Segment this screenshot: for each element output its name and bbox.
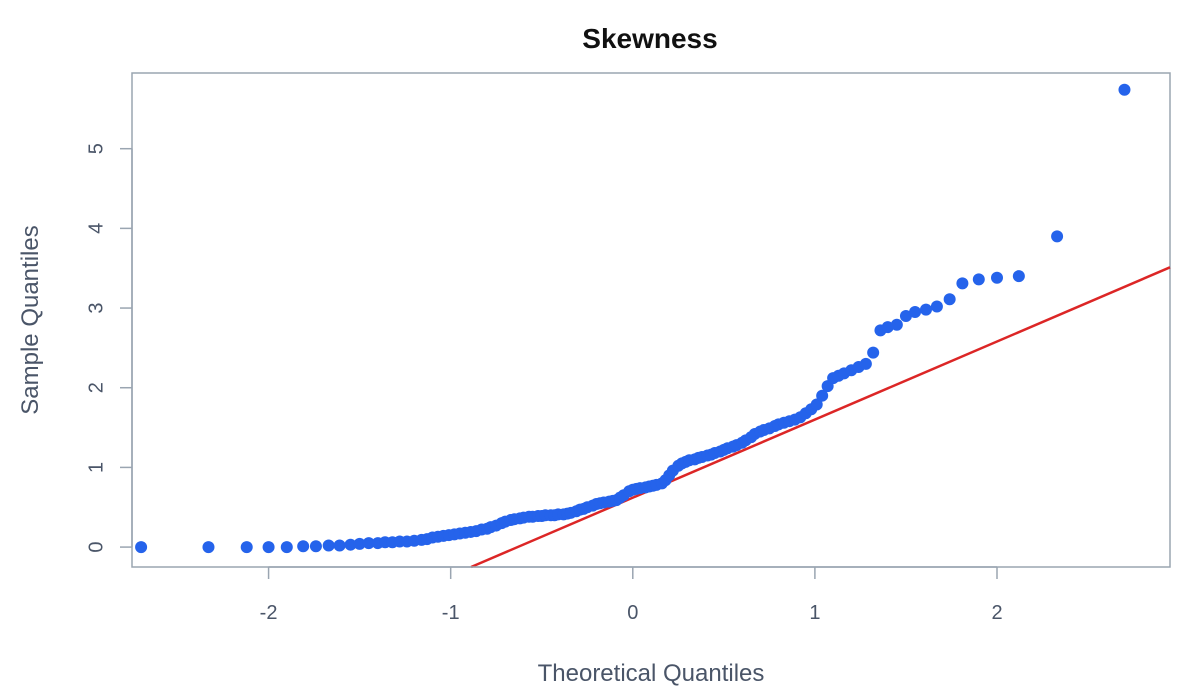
y-axis: 0 1 2 3 4 5 <box>85 143 133 553</box>
data-point <box>353 537 366 550</box>
data-point <box>890 318 903 331</box>
chart-title: Skewness <box>582 23 717 54</box>
data-point <box>881 321 894 334</box>
x-axis: -2 -1 0 1 2 <box>260 566 1003 624</box>
data-point <box>816 389 829 402</box>
data-point <box>943 293 956 306</box>
x-tick-label: 1 <box>809 602 820 624</box>
data-point <box>240 541 253 554</box>
y-axis-title: Sample Quantiles <box>17 225 44 414</box>
reference-line <box>470 266 1171 569</box>
x-tick-label: -1 <box>442 602 460 624</box>
y-tick-label: 3 <box>85 302 107 313</box>
data-point <box>972 273 985 286</box>
data-point <box>1012 270 1025 283</box>
data-point <box>333 539 346 552</box>
points-group <box>135 83 1131 554</box>
data-point <box>859 357 872 370</box>
data-point <box>919 303 932 316</box>
data-point <box>909 306 922 319</box>
x-tick-label: 2 <box>991 602 1002 624</box>
data-point <box>309 540 322 553</box>
reference-line-group <box>470 266 1171 569</box>
data-point <box>280 541 293 554</box>
data-point <box>956 277 969 290</box>
y-tick-label: 4 <box>85 223 107 234</box>
data-point <box>810 398 823 411</box>
x-axis-title: Theoretical Quantiles <box>538 660 765 687</box>
data-point <box>135 541 148 554</box>
data-point <box>867 346 880 359</box>
plot-frame <box>131 72 1171 568</box>
data-point <box>202 541 215 554</box>
x-tick-label: -2 <box>260 602 278 624</box>
data-point <box>297 540 310 553</box>
y-tick-label: 2 <box>85 382 107 393</box>
data-point <box>322 539 335 552</box>
x-tick-label: 0 <box>627 602 638 624</box>
data-point <box>1051 230 1064 243</box>
y-tick-label: 5 <box>85 143 107 154</box>
y-tick-label: 1 <box>85 462 107 473</box>
data-point <box>899 310 912 323</box>
y-tick-label: 0 <box>85 542 107 553</box>
data-point <box>930 300 943 313</box>
data-point <box>991 271 1003 284</box>
data-point <box>262 541 275 554</box>
data-point <box>362 537 375 550</box>
data-point <box>1118 83 1131 96</box>
data-point <box>344 538 357 551</box>
